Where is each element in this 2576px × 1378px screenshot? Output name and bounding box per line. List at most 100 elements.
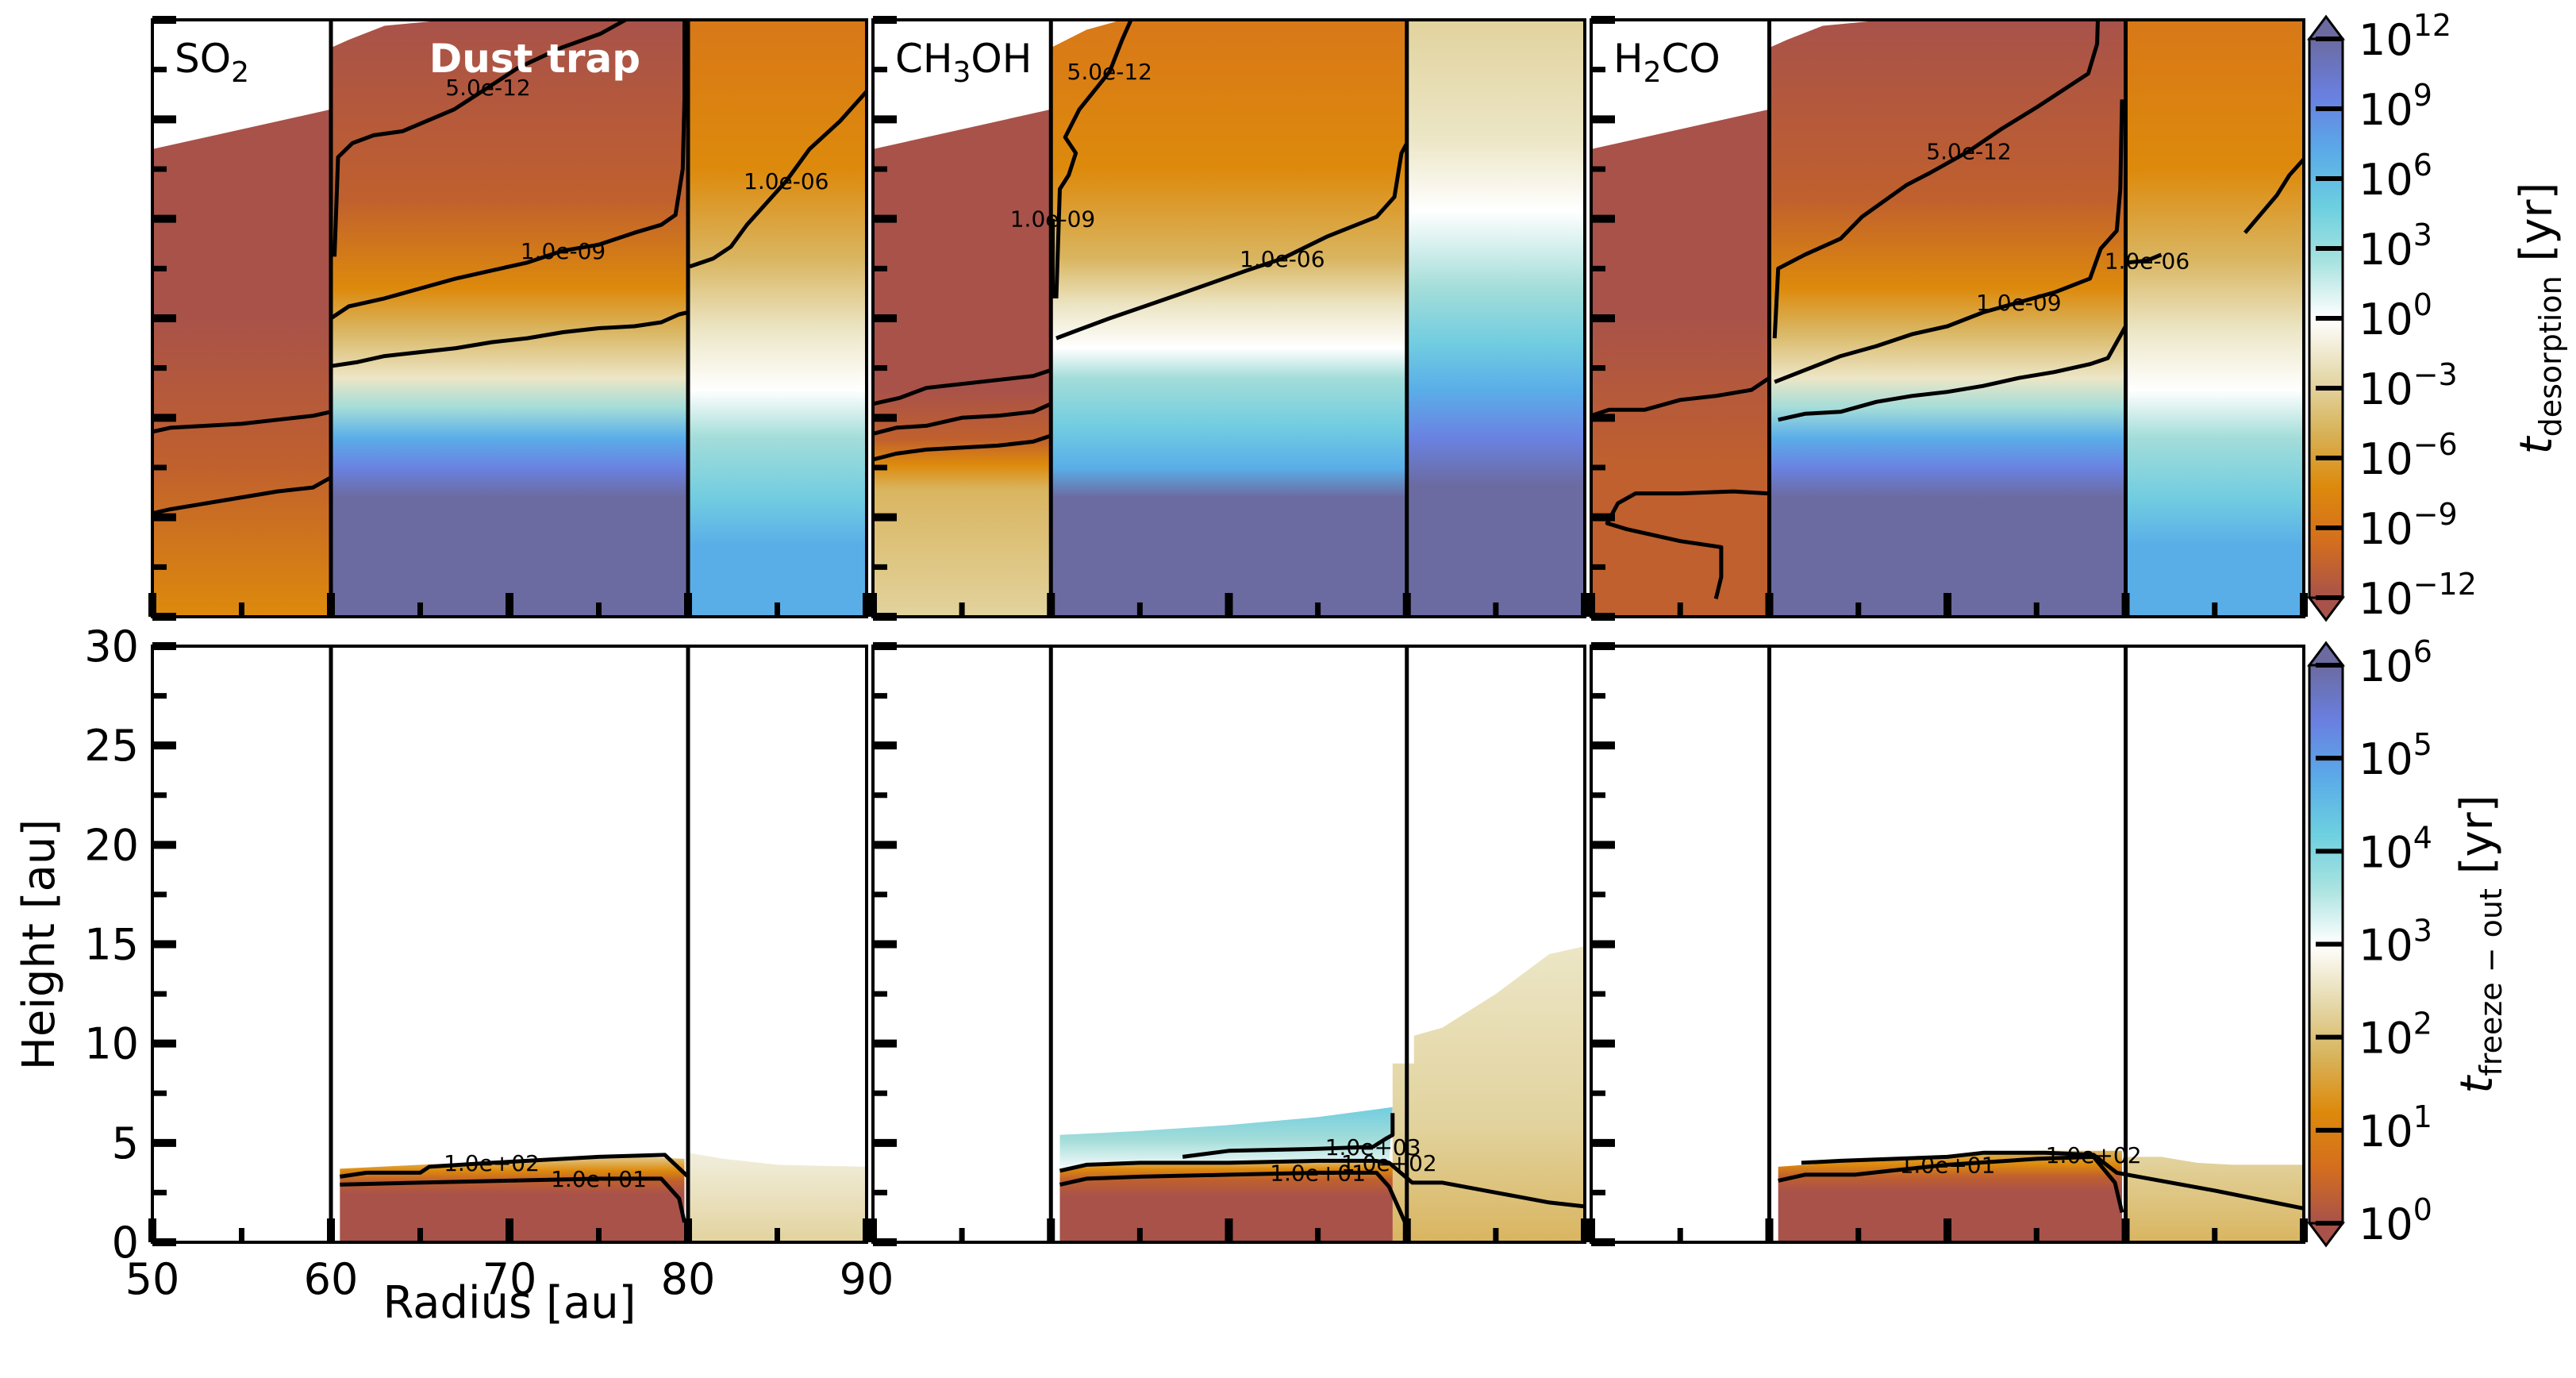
y-tick-label: 20 <box>84 820 139 870</box>
contour-label: 5.0e-12 <box>1067 59 1153 85</box>
molecule-label: H2CO <box>1613 36 1721 89</box>
outer-disk-region <box>1406 20 1585 617</box>
high-desorption-block <box>1783 501 2109 617</box>
outer-disk-region <box>2125 20 2304 617</box>
colorbar-tick-label: 10−6 <box>2359 427 2458 484</box>
colorbar-tick-label: 10−12 <box>2359 567 2477 624</box>
x-tick-label: 70 <box>483 1254 537 1304</box>
colorbar-tick-label: 100 <box>2359 287 2432 344</box>
colorbar-tick-label: 10−3 <box>2359 357 2458 414</box>
y-tick-label: 15 <box>84 920 139 970</box>
plot-area: 5.0e-12 1.0e-09 1.0e-06 <box>1591 20 2304 617</box>
contour-line <box>152 410 332 434</box>
panel-top-1: 5.0e-12 1.0e-09 1.0e-06 SO2 Dust trap <box>148 16 871 621</box>
x-tick-label: 60 <box>304 1254 359 1304</box>
contour-line <box>689 90 867 269</box>
contour-label: 5.0e-12 <box>445 75 531 101</box>
contour-label: 1.0e+01 <box>551 1166 647 1192</box>
contour-label: 1.0e+02 <box>444 1150 540 1176</box>
molecule-label-background <box>873 20 1042 70</box>
contour-line <box>873 368 1052 406</box>
x-tick-label: 50 <box>125 1254 180 1304</box>
colorbar-tick-label: 103 <box>2359 914 2432 971</box>
plot-area: 1.0e+031.0e+021.0e+01 <box>1059 946 1585 1242</box>
contour-line <box>152 475 333 516</box>
y-tick-label: 25 <box>84 721 139 771</box>
colorbar-extend-max <box>2307 641 2345 667</box>
colorbar-tick-label: 102 <box>2359 1007 2432 1064</box>
dust-trap-region <box>331 20 688 617</box>
contour-line <box>1772 20 2100 339</box>
colorbar-tick-label: 100 <box>2359 1192 2432 1249</box>
panel-bottom-2: 1.0e+031.0e+021.0e+01 <box>869 642 1589 1246</box>
panel-top-3: 5.0e-12 1.0e-09 1.0e-06 H2CO <box>1587 16 2308 621</box>
colorbar-title: tfreeze − out [yr] <box>2451 795 2509 1093</box>
no-data-region <box>1769 20 1886 48</box>
contour-line <box>873 402 1052 436</box>
y-tick-label: 5 <box>112 1118 139 1168</box>
colorbar-tick-label: 106 <box>2359 634 2432 691</box>
inner-disk-region <box>873 109 1052 617</box>
contour-line <box>2243 157 2304 234</box>
contour-line <box>1054 20 1133 298</box>
contour-line <box>1801 1150 2304 1211</box>
contour-line <box>1591 376 1771 418</box>
contour-line <box>333 20 629 257</box>
y-axis-title: Height [au] <box>13 819 65 1070</box>
contour-label: 1.0e-06 <box>2105 248 2190 274</box>
colorbar-tick-label: 101 <box>2359 1099 2432 1157</box>
colorbar-tick-label: 106 <box>2359 148 2432 205</box>
contour-line <box>1778 1154 2124 1214</box>
axis-labels: Radius [au] Height [au] <box>13 819 636 1329</box>
dust-trap-region <box>1051 20 1407 617</box>
contour-line <box>1182 1113 1395 1159</box>
contour-line <box>1774 99 2124 384</box>
contour-line <box>873 433 1052 462</box>
plot-area: 1.0e+02 1.0e+01 <box>339 1150 867 1242</box>
plot-area: 1.0e+01 1.0e+02 <box>1778 1142 2304 1242</box>
contour-line <box>329 20 686 321</box>
x-tick-labels: 50 60 70 80 90 <box>125 1254 894 1304</box>
colorbar-tick-label: 104 <box>2359 820 2432 877</box>
colorbar-tick-label: 10−9 <box>2359 497 2458 554</box>
inner-disk-region <box>152 109 331 617</box>
outer-region <box>1392 946 1585 1242</box>
no-data-region <box>152 20 331 149</box>
contour-label: 1.0e-06 <box>1240 246 1325 272</box>
no-data-region <box>1591 20 1770 149</box>
colorbar-title: tdesorption [yr] <box>2511 183 2568 455</box>
contour-label: 1.0e-06 <box>744 168 829 194</box>
contour-line <box>1059 1158 1585 1209</box>
colorbar-extend-min <box>2307 1222 2345 1248</box>
colorbar-tick-label: 1012 <box>2359 8 2451 65</box>
dust-trap-label: Dust trap <box>429 36 640 82</box>
frozen-region <box>1059 1158 1404 1242</box>
dust-trap-region <box>1769 20 2126 617</box>
colorbar-tick-label: 103 <box>2359 217 2432 275</box>
outer-region <box>2125 1157 2304 1242</box>
y-tick-label: 10 <box>84 1019 139 1069</box>
high-desorption-block <box>345 501 671 617</box>
panel-bottom-3: 1.0e+01 1.0e+02 <box>1587 642 2308 1246</box>
molecule-label: CH3OH <box>895 36 1032 89</box>
contour-label: 1.0e+01 <box>1270 1160 1366 1186</box>
plot-area: 5.0e-12 1.0e-09 1.0e-06 <box>152 20 867 617</box>
panel-bottom-1: 1.0e+02 1.0e+01 <box>148 642 871 1246</box>
contour-line <box>1778 325 2128 422</box>
cold-region <box>1059 1107 1393 1173</box>
x-axis-title: Radius [au] <box>383 1277 636 1329</box>
contour-label: 5.0e-12 <box>1926 138 2012 164</box>
colorbar-freeze-out: 106 105 104 103 102 101 100 tfreeze − out [yr] <box>2307 634 2509 1249</box>
y-tick-label: 0 <box>112 1218 139 1268</box>
contour-line <box>1055 142 1409 341</box>
colorbar-extend-min <box>2307 596 2345 622</box>
contour-line <box>1059 1170 1407 1224</box>
contour-line <box>339 1153 690 1179</box>
contour-label: 1.0e-09 <box>521 238 606 264</box>
outer-disk-region <box>688 20 867 617</box>
contour-line <box>1605 489 1768 599</box>
outer-region <box>688 1153 867 1242</box>
contour-line <box>330 310 689 368</box>
